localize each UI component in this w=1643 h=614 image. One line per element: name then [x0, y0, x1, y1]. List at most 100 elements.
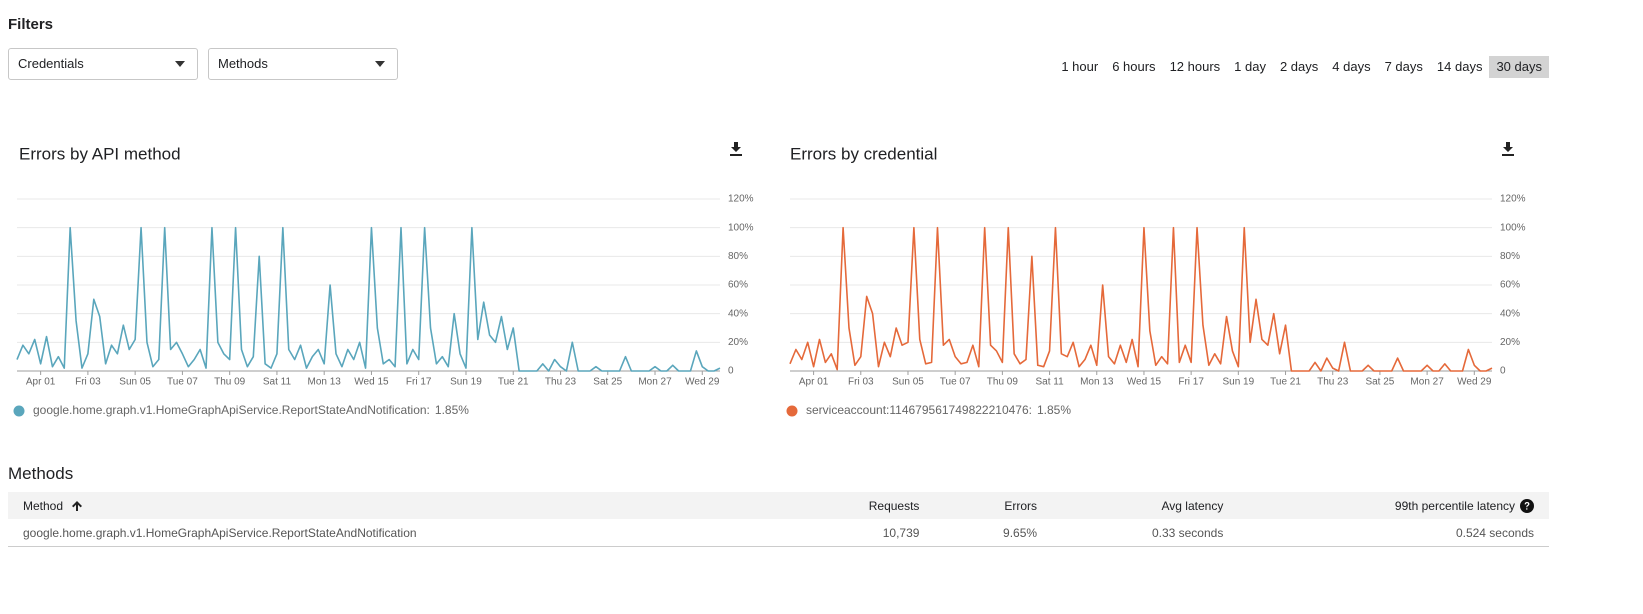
dropdown[interactable]: Methods	[208, 48, 398, 80]
time-range-button[interactable]: 14 days	[1436, 59, 1483, 74]
x-tick-label: Sat 25	[1365, 377, 1394, 388]
y-tick-label: 80%	[1500, 251, 1520, 262]
x-tick-label: Mon 27	[638, 377, 672, 388]
table-body: google.home.graph.v1.HomeGraphApiService…	[8, 519, 1549, 547]
x-tick-label: Mon 27	[1410, 377, 1444, 388]
x-tick-label: Tue 07	[940, 377, 971, 388]
time-range-button[interactable]: 30 days	[1489, 56, 1549, 78]
x-tick-label: Thu 23	[545, 377, 577, 388]
x-tick-label: Sat 11	[263, 377, 292, 388]
sort-arrow-glyph	[72, 500, 83, 511]
table-title: Methods	[8, 464, 74, 483]
x-tick-label: Wed 29	[685, 377, 720, 388]
y-tick-label: 60%	[728, 280, 748, 291]
download-icon[interactable]	[730, 142, 742, 156]
time-range-button[interactable]: 1 hour	[1061, 59, 1099, 74]
dropdown-label: Methods	[218, 56, 268, 71]
legend-label: google.home.graph.v1.HomeGraphApiService…	[33, 403, 469, 417]
table-cell: 0.33 seconds	[1052, 519, 1239, 547]
y-tick-label: 100%	[1500, 222, 1526, 233]
column-header: 99th percentile latency	[1238, 492, 1549, 519]
x-tick-label: Wed 15	[354, 377, 389, 388]
x-tick-label: Tue 21	[498, 377, 529, 388]
x-tick-label: Tue 07	[167, 377, 198, 388]
x-tick-label: Sat 11	[1035, 377, 1064, 388]
y-tick-label: 0	[1500, 366, 1506, 377]
x-tick-label: Sun 19	[1222, 377, 1254, 388]
chart: Errors by API method 0 20% 40% 60% 80% 100% 120…	[13, 142, 754, 417]
series-line	[16, 226, 721, 372]
table-cell: 9.65%	[934, 519, 1053, 547]
y-tick-label: 100%	[728, 222, 754, 233]
time-range-button[interactable]: 4 days	[1332, 59, 1371, 74]
x-tick-label: Thu 23	[1317, 377, 1349, 388]
time-range-bar: 1 hour 6 hours 12 hours 1 day 2 days 4 days 7 …	[1054, 56, 1549, 78]
legend-swatch	[13, 405, 25, 417]
x-tick-label: Fri 17	[406, 377, 432, 388]
column-header: Requests	[786, 492, 935, 519]
x-tick-label: Fri 03	[848, 377, 874, 388]
header-row: Method Requests Errors Avg latency 99th perc…	[8, 492, 1549, 519]
x-tick-label: Fri 03	[75, 377, 101, 388]
download-glyph	[730, 142, 742, 156]
sort-arrow[interactable]	[71, 500, 83, 512]
y-tick-label: 40%	[728, 308, 748, 319]
dropdown[interactable]: Credentials	[8, 48, 198, 80]
column-label: Method	[23, 498, 64, 513]
table-row: google.home.graph.v1.HomeGraphApiService…	[8, 519, 1549, 547]
legend-value: 1.85%	[435, 403, 469, 417]
x-tick-label: Mon 13	[308, 377, 342, 388]
chart-title: Errors by credential	[790, 144, 937, 163]
caret	[375, 61, 385, 67]
time-range-button[interactable]: 7 days	[1384, 59, 1423, 74]
legend-name: serviceaccount:114679561749822210476:	[806, 403, 1032, 417]
help-glyph	[1524, 501, 1530, 510]
column-header: Method	[8, 492, 787, 519]
caret	[175, 61, 185, 67]
y-tick-label: 60%	[1500, 280, 1520, 291]
download-icon[interactable]	[1502, 142, 1514, 156]
x-tick-label: Apr 01	[799, 377, 829, 388]
table-cell: 10,739	[786, 519, 935, 547]
y-tick-label: 20%	[728, 337, 748, 348]
y-tick-label: 20%	[1500, 337, 1520, 348]
time-range-button[interactable]: 12 hours	[1169, 59, 1221, 74]
time-range-button[interactable]: 1 day	[1234, 59, 1266, 74]
chart-title: Errors by API method	[19, 144, 181, 163]
help-icon[interactable]	[1520, 498, 1534, 513]
y-tick-label: 0	[728, 366, 734, 377]
x-tick-label: Sun 05	[119, 377, 151, 388]
series-line	[789, 226, 1493, 372]
legend-swatch	[786, 405, 798, 417]
methods-table: Method Requests Errors Avg latency 99th perc…	[8, 492, 1549, 547]
time-range-button[interactable]: 2 days	[1279, 59, 1319, 74]
legend-name: google.home.graph.v1.HomeGraphApiService…	[33, 403, 430, 417]
dropdown-label: Credentials	[18, 56, 84, 71]
x-tick-label: Sun 05	[892, 377, 924, 388]
x-tick-label: Mon 13	[1080, 377, 1114, 388]
download-glyph	[1502, 142, 1514, 156]
x-tick-label: Apr 01	[26, 377, 56, 388]
x-tick-label: Thu 09	[987, 377, 1019, 388]
y-tick-label: 40%	[1500, 308, 1520, 319]
filters-title: Filters	[8, 16, 54, 33]
y-tick-label: 120%	[1500, 194, 1526, 205]
x-tick-label: Fri 17	[1178, 377, 1204, 388]
table-cell: google.home.graph.v1.HomeGraphApiService…	[8, 519, 787, 547]
chart: Errors by credential 0 20% 40% 60% 80% 100% 120…	[786, 142, 1526, 417]
x-tick-label: Tue 21	[1270, 377, 1301, 388]
column-label: Avg latency	[1161, 498, 1224, 513]
column-header: Avg latency	[1052, 492, 1239, 519]
x-tick-label: Sun 19	[450, 377, 482, 388]
x-tick-label: Wed 29	[1457, 377, 1492, 388]
time-range-button[interactable]: 6 hours	[1112, 59, 1156, 74]
x-tick-label: Thu 09	[214, 377, 246, 388]
column-label: Errors	[1004, 498, 1038, 513]
column-label: 99th percentile latency	[1394, 498, 1515, 513]
table-cell: 0.524 seconds	[1238, 519, 1549, 547]
y-tick-label: 80%	[728, 251, 748, 262]
legend-value: 1.85%	[1037, 403, 1071, 417]
y-tick-label: 120%	[728, 194, 754, 205]
legend-label: serviceaccount:114679561749822210476: 1.8…	[806, 403, 1071, 417]
